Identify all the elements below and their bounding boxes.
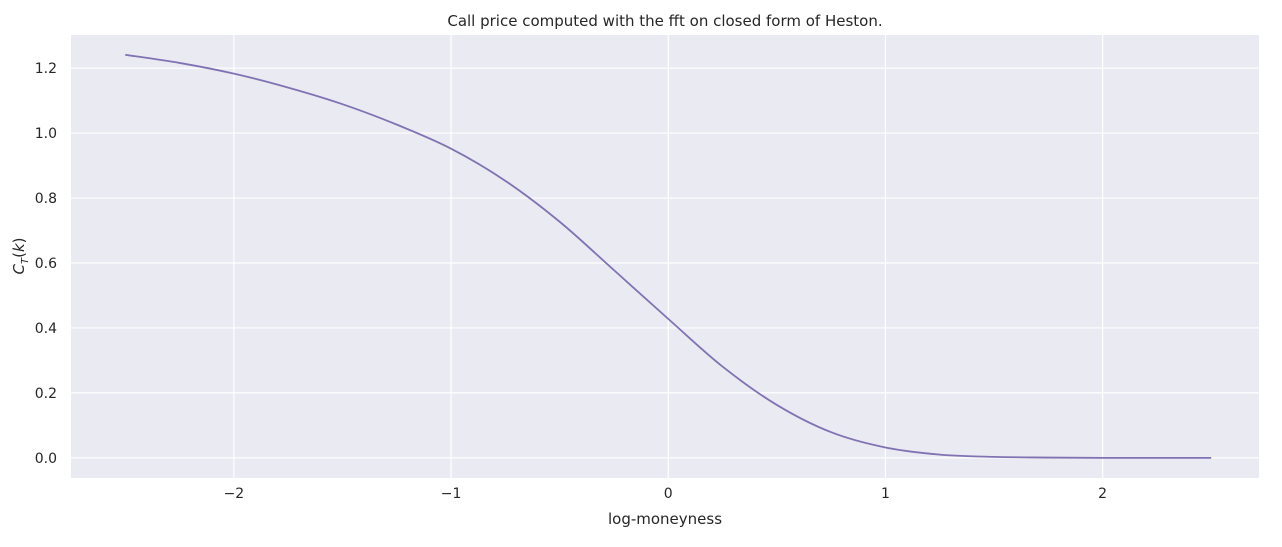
- y-tick-label: 0.0: [35, 451, 57, 467]
- series-layer: [125, 53, 1212, 459]
- x-tick-label: −1: [441, 486, 462, 502]
- x-tick-label: 0: [664, 486, 673, 502]
- y-tick-label: 0.4: [35, 321, 57, 337]
- y-axis-label: CT(k): [10, 238, 31, 275]
- x-axis-ticks: −2 −1 0 1 2: [224, 486, 1108, 502]
- y-tick-label: 1.2: [35, 61, 57, 77]
- y-axis-ticks: 0.0 0.2 0.4 0.6 0.8 1.0 1.2: [35, 61, 57, 467]
- x-tick-label: 2: [1098, 486, 1107, 502]
- y-tick-label: 0.6: [35, 256, 57, 272]
- x-tick-label: −2: [224, 486, 245, 502]
- grid: [71, 35, 1259, 478]
- y-tick-label: 0.2: [35, 386, 57, 402]
- x-axis-label: log-moneyness: [608, 510, 722, 528]
- plot-area: [71, 35, 1259, 478]
- y-tick-label: 0.8: [35, 191, 57, 207]
- series-line: [125, 53, 1212, 459]
- chart-title: Call price computed with the fft on clos…: [447, 12, 882, 30]
- y-tick-label: 1.0: [35, 126, 57, 142]
- x-tick-label: 1: [881, 486, 890, 502]
